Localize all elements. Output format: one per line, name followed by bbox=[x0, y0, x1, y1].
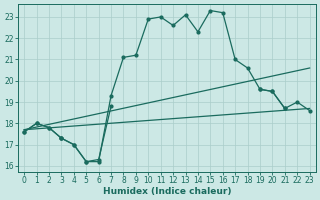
X-axis label: Humidex (Indice chaleur): Humidex (Indice chaleur) bbox=[103, 187, 231, 196]
